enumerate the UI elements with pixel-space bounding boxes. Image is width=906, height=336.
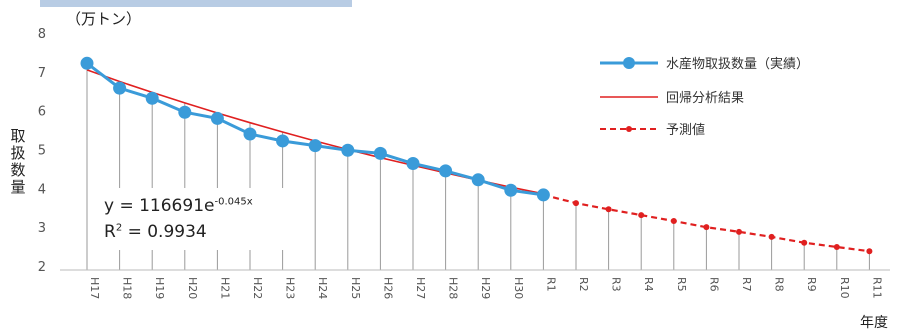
forecast-point [736, 228, 742, 235]
r2-label: R [104, 222, 116, 242]
x-tick-label: R10 [838, 277, 851, 299]
x-tick-label: H20 [186, 277, 199, 299]
forecast-point [573, 200, 579, 207]
legend-label: 予測値 [666, 122, 705, 138]
y-tick-label: 5 [38, 144, 46, 159]
x-tick-label: R1 [544, 277, 557, 292]
actual-point [80, 56, 94, 70]
forecast-point [638, 212, 645, 219]
series-line-forecast [543, 193, 870, 253]
y-tick-label: 8 [38, 27, 46, 42]
x-tick-label: H26 [381, 277, 394, 299]
forecast-point [866, 248, 873, 255]
forecast-point [703, 224, 710, 231]
x-tick-label: H22 [251, 277, 264, 299]
legend-marker-forecast [626, 126, 632, 132]
actual-point [243, 127, 257, 141]
equation-exponent: -0.045x [214, 196, 253, 208]
x-tick-label: R9 [805, 277, 818, 292]
forecast-point [670, 217, 677, 224]
x-tick-label: R6 [707, 277, 720, 292]
equation-box [92, 188, 292, 250]
x-tick-label: R3 [610, 277, 623, 292]
x-tick-label: R4 [642, 277, 655, 292]
drop-lines [60, 63, 890, 271]
x-tick-label: R8 [773, 277, 786, 292]
y-axis-label: 取扱数量 [10, 127, 26, 196]
x-axis-label: 年度 [860, 315, 888, 331]
forecast-point [833, 243, 840, 250]
y-ticks: 2 3 4 5 6 7 8 [38, 27, 46, 275]
x-tick-label: H30 [512, 277, 525, 299]
actual-point [439, 164, 453, 178]
actual-point [406, 156, 420, 170]
series-layer [80, 56, 873, 255]
actual-point [504, 183, 518, 197]
actual-point [536, 188, 550, 202]
actual-point [145, 91, 159, 105]
actual-point [178, 105, 192, 119]
y-tick-label: 4 [38, 182, 46, 197]
x-ticks: H17 H18 H19 H20 H21 H22 H23 H24 H25 H26 H27 H28 H29 H… [88, 277, 883, 299]
actual-point [276, 134, 290, 148]
x-tick-label: R2 [577, 277, 590, 292]
x-tick-label: R11 [870, 277, 883, 299]
forecast-point [768, 233, 775, 240]
r2-superscript: 2 [115, 222, 123, 234]
forecast-point [801, 239, 808, 246]
header-accent-bar [40, 0, 352, 7]
legend-label: 水産物取扱数量（実績） [666, 56, 809, 72]
equation-text: y = 116691e [104, 196, 215, 216]
x-tick-label: H27 [414, 277, 427, 299]
x-tick-label: H21 [218, 277, 231, 299]
x-tick-label: R5 [675, 277, 688, 292]
x-tick-label: H17 [88, 277, 101, 299]
regression-equation: y = 116691e-0.045x [104, 196, 253, 216]
actual-point [341, 143, 355, 157]
actual-point [471, 173, 485, 187]
actual-point [308, 139, 322, 153]
x-tick-label: H29 [479, 277, 492, 299]
r2-value: = 0.9934 [122, 222, 207, 242]
x-tick-label: H24 [316, 277, 329, 299]
x-tick-label: H23 [284, 277, 297, 299]
x-tick-label: H18 [121, 277, 134, 299]
actual-point [373, 146, 387, 160]
y-tick-label: 6 [38, 105, 46, 120]
actual-point [113, 81, 127, 95]
y-tick-label: 3 [38, 221, 46, 236]
legend-marker-actual [623, 57, 635, 69]
legend-label: 回帰分析結果 [666, 90, 744, 106]
x-tick-label: R7 [740, 277, 753, 292]
x-tick-label: H25 [349, 277, 362, 299]
actual-point [210, 111, 224, 125]
r-squared: R2 = 0.9934 [104, 222, 207, 242]
y-unit-label: （万トン） [66, 10, 142, 28]
x-tick-label: H28 [447, 277, 460, 299]
y-tick-label: 7 [38, 66, 46, 81]
forecast-point [605, 206, 612, 213]
y-tick-label: 2 [38, 260, 46, 275]
x-tick-label: H19 [153, 277, 166, 299]
